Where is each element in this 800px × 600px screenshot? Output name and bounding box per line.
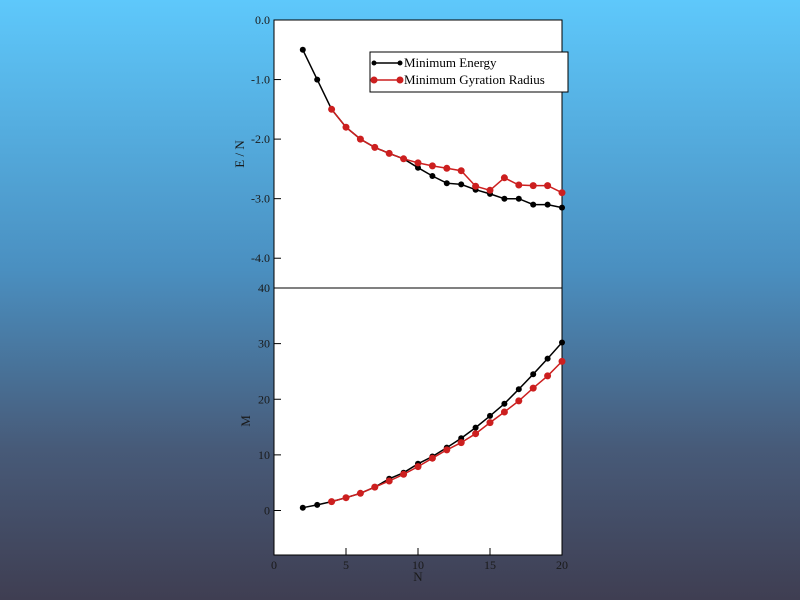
m-y-tick-label: 20 (258, 392, 270, 406)
m-point-minimum-gyration-radius (371, 483, 379, 491)
x-axis-title: N (413, 569, 423, 584)
m-point-minimum-gyration-radius (472, 430, 480, 438)
energy-point-minimum-energy (429, 173, 436, 179)
energy-point-minimum-energy (443, 180, 450, 187)
energy-panel: 0.0 -1.0 -2.0 -3.0 -4.0 E / N Minimum Energy… (232, 13, 569, 289)
m-point-minimum-energy (515, 386, 522, 393)
legend-marker-minimum-energy (397, 60, 403, 66)
m-point-minimum-energy (299, 504, 306, 511)
energy-point-minimum-energy (530, 201, 537, 208)
energy-y-tick-label: -1.0 (251, 73, 270, 87)
m-point-minimum-energy (530, 371, 537, 378)
m-point-minimum-energy (501, 400, 508, 407)
m-point-minimum-gyration-radius (428, 454, 436, 462)
m-x-tick-label: 5 (343, 558, 349, 572)
energy-point-minimum-energy (299, 46, 306, 53)
energy-point-minimum-gyration-radius (515, 181, 523, 189)
energy-point-minimum-gyration-radius (342, 123, 350, 131)
energy-point-minimum-energy (515, 195, 522, 202)
m-plot-area (273, 287, 563, 556)
m-axis-ticks: 0 10 20 30 40 0 5 10 15 20 (258, 281, 568, 572)
m-point-minimum-gyration-radius (414, 463, 422, 471)
m-point-minimum-gyration-radius (328, 498, 336, 506)
energy-point-minimum-energy (458, 181, 465, 188)
m-point-minimum-energy (487, 412, 493, 419)
energy-point-minimum-gyration-radius (529, 182, 537, 190)
m-x-tick-label: 20 (556, 558, 568, 572)
legend-marker-minimum-energy (371, 60, 377, 66)
energy-y-tick-label: -2.0 (251, 132, 270, 146)
energy-point-minimum-energy (544, 201, 551, 208)
energy-point-minimum-energy (501, 195, 508, 202)
m-y-axis-title: M (238, 415, 253, 427)
m-x-tick-label: 10 (412, 558, 424, 572)
legend-label-minimum-gyration-radius: Minimum Gyration Radius (404, 72, 545, 87)
legend-label-minimum-energy: Minimum Energy (404, 55, 497, 70)
m-series (299, 339, 566, 511)
energy-point-minimum-gyration-radius (558, 189, 566, 197)
m-y-tick-label: 40 (258, 281, 270, 295)
m-panel: 0 10 20 30 40 0 5 10 15 20 M N (238, 281, 568, 584)
energy-point-minimum-gyration-radius (544, 182, 552, 190)
m-point-minimum-gyration-radius (500, 408, 508, 416)
m-point-minimum-gyration-radius (544, 372, 552, 380)
m-point-minimum-energy (472, 424, 479, 431)
m-x-tick-label: 15 (484, 558, 496, 572)
energy-point-minimum-energy (314, 76, 321, 83)
legend-marker-minimum-gyration-radius (370, 76, 378, 84)
legend: Minimum Energy Minimum Gyration Radius (369, 51, 569, 93)
energy-point-minimum-gyration-radius (385, 149, 393, 157)
energy-point-minimum-gyration-radius (486, 186, 494, 194)
m-point-minimum-gyration-radius (486, 419, 494, 427)
m-x-tick-label: 0 (271, 558, 277, 572)
m-point-minimum-gyration-radius (457, 439, 465, 447)
energy-y-axis-title: E / N (232, 140, 247, 168)
energy-y-tick-label: -3.0 (251, 192, 270, 206)
m-point-minimum-gyration-radius (558, 357, 566, 365)
energy-y-ticks: 0.0 -1.0 -2.0 -3.0 -4.0 (251, 13, 281, 265)
m-point-minimum-energy (314, 501, 321, 508)
energy-point-minimum-energy (415, 164, 421, 171)
energy-point-minimum-gyration-radius (328, 105, 336, 113)
energy-point-minimum-gyration-radius (472, 182, 480, 190)
energy-point-minimum-gyration-radius (371, 143, 379, 151)
energy-point-minimum-gyration-radius (400, 155, 408, 163)
energy-point-minimum-gyration-radius (443, 164, 451, 172)
m-point-minimum-gyration-radius (385, 477, 393, 485)
m-point-minimum-gyration-radius (515, 397, 523, 405)
m-point-minimum-gyration-radius (529, 384, 537, 392)
m-point-minimum-gyration-radius (400, 470, 408, 478)
m-point-minimum-energy (559, 339, 565, 346)
m-point-minimum-gyration-radius (443, 446, 451, 454)
energy-point-minimum-gyration-radius (457, 167, 465, 175)
energy-point-minimum-gyration-radius (428, 162, 436, 170)
m-point-minimum-gyration-radius (342, 494, 350, 502)
legend-box (369, 51, 569, 93)
m-y-tick-label: 30 (258, 337, 270, 351)
energy-point-minimum-gyration-radius (414, 159, 422, 167)
m-y-tick-label: 10 (258, 448, 270, 462)
energy-y-tick-label: 0.0 (255, 13, 270, 27)
m-point-minimum-gyration-radius (356, 489, 364, 497)
energy-point-minimum-energy (559, 204, 565, 211)
m-point-minimum-energy (544, 355, 551, 362)
legend-marker-minimum-gyration-radius (396, 76, 404, 84)
m-y-tick-label: 0 (264, 504, 270, 518)
energy-y-tick-label: -4.0 (251, 251, 270, 265)
energy-point-minimum-gyration-radius (356, 135, 364, 143)
energy-point-minimum-gyration-radius (500, 174, 508, 182)
energy-series (299, 46, 566, 211)
